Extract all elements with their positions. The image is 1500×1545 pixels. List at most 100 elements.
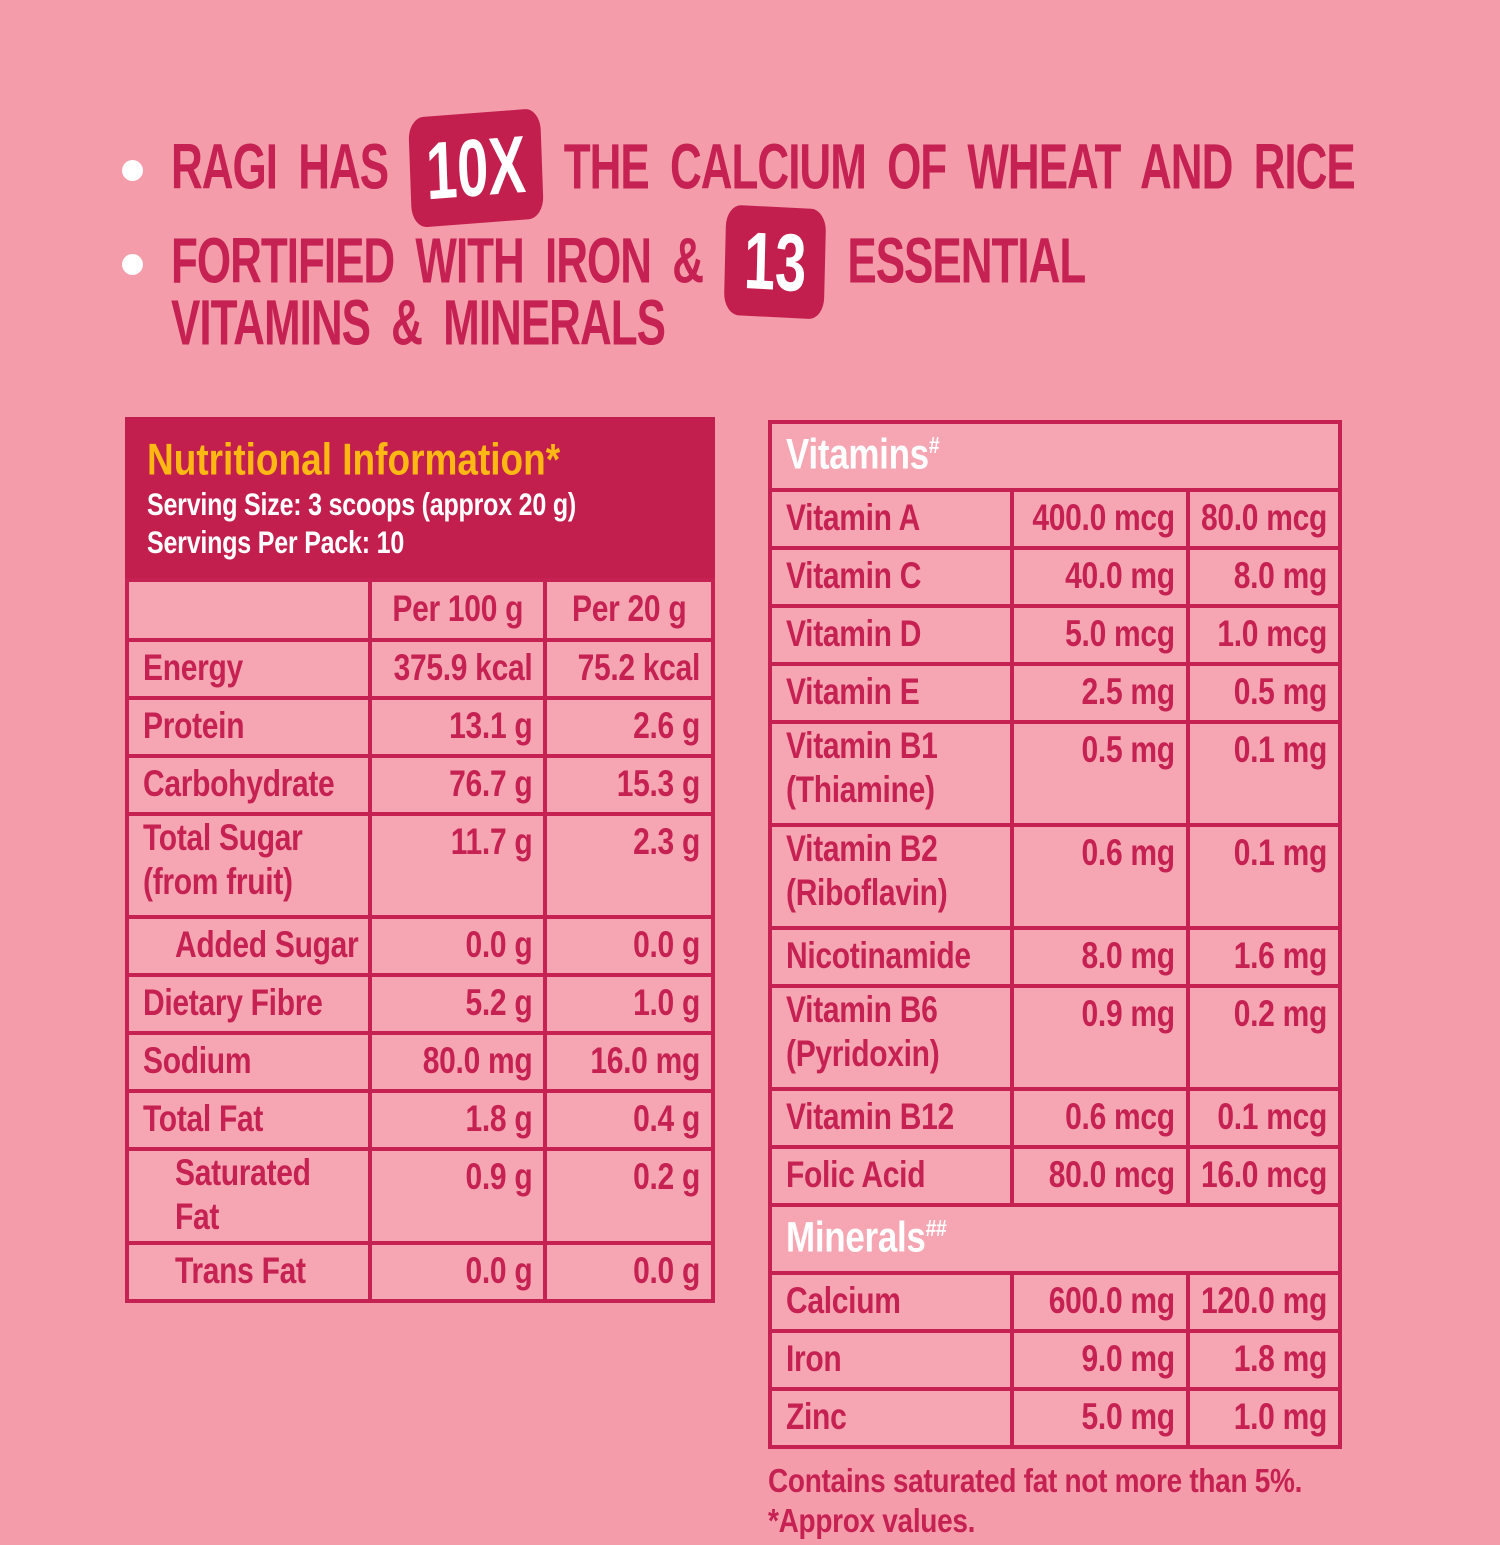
bullet-dot-icon: [122, 160, 143, 181]
bullet-dot-icon: [122, 253, 143, 275]
per-100g-value: 9.0 mg: [1010, 1329, 1190, 1391]
per-20g-value: 0.0 g: [543, 915, 715, 977]
servings-per-pack-text: Servings Per Pack: 10: [147, 525, 405, 561]
claims-section: RAGI HAS 10X THE CALCIUM OF WHEAT AND RI…: [122, 108, 1356, 367]
nutrient-label: Added Sugar: [124, 915, 373, 977]
nutrient-label: Iron: [767, 1329, 1015, 1391]
claim2-post-text: ESSENTIAL: [847, 225, 1086, 297]
nutrition-row-carbohydrate: Carbohydrate 76.7 g 15.3 g: [124, 754, 715, 816]
per-20g-value: 75.2 kcal: [543, 638, 715, 700]
per-100g-value: 80.0 mg: [368, 1031, 548, 1093]
nutrient-label: Zinc: [767, 1387, 1015, 1449]
nutrition-facts-grid: Per 100 g Per 20 g Energy 375.9 kcal 75.2 …: [124, 578, 715, 1303]
nutrient-label: Vitamin B12: [767, 1087, 1015, 1149]
footnote-approx-values: *Approx values.: [768, 1501, 976, 1539]
nutrition-row-total-fat: Total Fat 1.8 g 0.4 g: [124, 1089, 715, 1151]
nutrient-label: Dietary Fibre: [124, 973, 373, 1035]
per-20g-value: 1.0 g: [543, 973, 715, 1035]
nutrient-label: Vitamin B1 (Thiamine): [767, 720, 1015, 827]
per-100g-value: 0.6 mcg: [1010, 1087, 1190, 1149]
claim-fortified: FORTIFIED WITH IRON & 13 ESSENTIAL VITAM…: [122, 204, 1355, 359]
footnotes: Contains saturated fat not more than 5%.…: [768, 1461, 1342, 1539]
serving-size-text: Serving Size: 3 scoops (approx 20 g): [147, 487, 577, 523]
per-20g-value: 80.0 mcg: [1185, 488, 1343, 550]
nutrient-label: Vitamin D: [767, 604, 1015, 666]
minerals-section-title: Minerals##: [768, 1203, 1342, 1275]
minerals-section-header: Minerals##: [768, 1203, 1342, 1275]
per-20g-column-header: Per 20 g: [543, 578, 715, 642]
nutrient-label: Trans Fat: [124, 1241, 373, 1303]
vitamins-row-vitamin-b6: Vitamin B6 (Pyridoxin) 0.9 mg 0.2 mg: [767, 984, 1343, 1091]
vitamins-row-vitamin-d: Vitamin D 5.0 mcg 1.0 mcg: [767, 604, 1343, 666]
claim-ragi-calcium: RAGI HAS 10X THE CALCIUM OF WHEAT AND RI…: [122, 108, 1356, 228]
per-20g-value: 120.0 mg: [1185, 1271, 1343, 1333]
nutrient-label: Sodium: [124, 1031, 373, 1093]
vitamins-minerals-table: Vitamins# Vitamin A 400.0 mcg 80.0 mcg Vitam…: [767, 420, 1343, 1545]
nutrient-label: Vitamin E: [767, 662, 1015, 724]
footnote-saturated-fat: Contains saturated fat not more than 5%.: [768, 1461, 1303, 1499]
per-20g-value: 1.8 mg: [1185, 1329, 1343, 1391]
per-20g-value: 1.0 mcg: [1185, 604, 1343, 666]
per-20g-value: 0.1 mcg: [1185, 1087, 1343, 1149]
nutrient-label: Total Sugar (from fruit): [124, 812, 373, 919]
per-20g-value: 0.5 mg: [1185, 662, 1343, 724]
per-20g-value: 0.1 mg: [1185, 720, 1343, 827]
per-100g-value: 2.5 mg: [1010, 662, 1190, 724]
vitamins-row-vitamin-e: Vitamin E 2.5 mg 0.5 mg: [767, 662, 1343, 724]
vitamins-row-vitamin-c: Vitamin C 40.0 mg 8.0 mg: [767, 546, 1343, 608]
nutrition-row-sodium: Sodium 80.0 mg 16.0 mg: [124, 1031, 715, 1093]
vitamins-section-title: Vitamins#: [768, 420, 1342, 492]
per-100g-value: 5.2 g: [368, 973, 548, 1035]
per-100g-value: 8.0 mg: [1010, 926, 1190, 988]
nutrient-label: Nicotinamide: [767, 926, 1015, 988]
vitamins-row-vitamin-a: Vitamin A 400.0 mcg 80.0 mcg: [767, 488, 1343, 550]
per-100g-column-header: Per 100 g: [368, 578, 548, 642]
per-100g-value: 0.5 mg: [1010, 720, 1190, 827]
nutrition-row-trans-fat: Trans Fat 0.0 g 0.0 g: [124, 1241, 715, 1303]
per-100g-value: 600.0 mg: [1010, 1271, 1190, 1333]
nutrient-label: Energy: [124, 638, 373, 700]
nutrient-label: Protein: [124, 696, 373, 758]
per-100g-value: 13.1 g: [368, 696, 548, 758]
claim1-pre-text: RAGI HAS: [171, 131, 389, 203]
claim1-post-text: THE CALCIUM OF WHEAT AND RICE: [563, 131, 1356, 203]
claim2-line2-text: VITAMINS & MINERALS: [171, 287, 666, 359]
vitamins-row-nicotinamide: Nicotinamide 8.0 mg 1.6 mg: [767, 926, 1343, 988]
per-20g-value: 15.3 g: [543, 754, 715, 816]
per-20g-value: 0.1 mg: [1185, 823, 1343, 930]
per-20g-value: 1.6 mg: [1185, 926, 1343, 988]
vitamins-row-vitamin-b12: Vitamin B12 0.6 mcg 0.1 mcg: [767, 1087, 1343, 1149]
nutrition-column-header-row: Per 100 g Per 20 g: [124, 578, 715, 642]
per-20g-value: 16.0 mcg: [1185, 1145, 1343, 1207]
nutrient-label: Saturated Fat: [124, 1147, 373, 1245]
per-100g-value: 11.7 g: [368, 812, 548, 919]
per-20g-value: 2.6 g: [543, 696, 715, 758]
vitamins-row-vitamin-b2: Vitamin B2 (Riboflavin) 0.6 mg 0.1 mg: [767, 823, 1343, 930]
minerals-row-iron: Iron 9.0 mg 1.8 mg: [767, 1329, 1343, 1391]
nutrient-label: Vitamin B2 (Riboflavin): [767, 823, 1015, 930]
per-100g-value: 0.9 mg: [1010, 984, 1190, 1091]
per-100g-value: 76.7 g: [368, 754, 548, 816]
nutrition-label-panel: { "palette":{ "page_bg":"#F49CA9", "cell…: [122, 108, 1356, 1539]
per-100g-value: 1.8 g: [368, 1089, 548, 1151]
nutrient-label: Vitamin A: [767, 488, 1015, 550]
nutritional-information-title: Nutritional Information*: [147, 434, 561, 484]
micronutrients-grid: Vitamins# Vitamin A 400.0 mcg 80.0 mcg Vitam…: [767, 420, 1343, 1449]
minerals-row-zinc: Zinc 5.0 mg 1.0 mg: [767, 1387, 1343, 1449]
nutrient-label: Vitamin B6 (Pyridoxin): [767, 984, 1015, 1091]
claim2-pre-text: FORTIFIED WITH IRON &: [171, 225, 704, 297]
per-100g-value: 5.0 mg: [1010, 1387, 1190, 1449]
nutrient-label: Carbohydrate: [124, 754, 373, 816]
minerals-row-calcium: Calcium 600.0 mg 120.0 mg: [767, 1271, 1343, 1333]
per-20g-value: 0.2 mg: [1185, 984, 1343, 1091]
nutrition-row-protein: Protein 13.1 g 2.6 g: [124, 696, 715, 758]
vitamins-row-folic-acid: Folic Acid 80.0 mcg 16.0 mcg: [767, 1145, 1343, 1207]
per-20g-value: 0.0 g: [543, 1241, 715, 1303]
nutrient-label: Vitamin C: [767, 546, 1015, 608]
per-20g-value: 1.0 mg: [1185, 1387, 1343, 1449]
per-20g-value: 0.2 g: [543, 1147, 715, 1245]
vitamins-row-vitamin-b1: Vitamin B1 (Thiamine) 0.5 mg 0.1 mg: [767, 720, 1343, 827]
per-100g-value: 0.0 g: [368, 1241, 548, 1303]
nutrient-label: Total Fat: [124, 1089, 373, 1151]
nutrition-row-saturated-fat: Saturated Fat 0.9 g 0.2 g: [124, 1147, 715, 1245]
